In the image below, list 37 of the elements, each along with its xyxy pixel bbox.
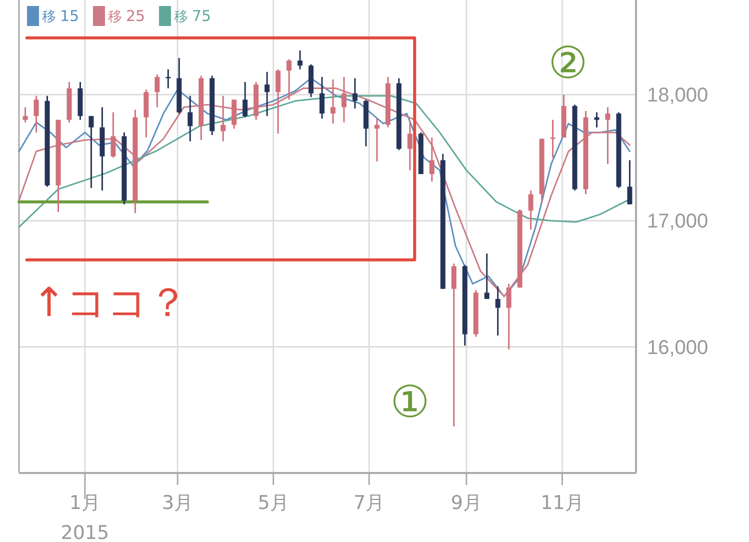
candlestick: [188, 95, 193, 142]
candlestick: [627, 159, 632, 206]
candlestick: [352, 77, 358, 110]
x-tick-label: 5月: [258, 492, 289, 514]
candlestick: [594, 112, 600, 128]
candlestick: [407, 120, 412, 172]
annotation: ①: [390, 377, 430, 428]
candlestick: [242, 81, 248, 118]
x-tick-label: 9月: [450, 492, 482, 514]
candlestick: [495, 286, 500, 336]
candlestick: [451, 262, 456, 428]
candlestick: [22, 106, 28, 124]
candlestick: [605, 106, 610, 165]
candlestick: [110, 112, 116, 158]
candlestick: [374, 118, 380, 162]
candlestick: [264, 71, 270, 117]
candlestick: [320, 76, 325, 120]
candlestick: [429, 136, 434, 182]
y-tick-label: 18,000: [647, 84, 708, 107]
candlestick: [220, 95, 226, 142]
y-tick-label: 16,000: [647, 336, 708, 359]
candlestick: [484, 252, 490, 300]
legend-label: 移 25: [108, 7, 146, 25]
x-tick-label: 11月: [540, 492, 584, 514]
candlestick: [298, 50, 303, 70]
x-tick-label: 3月: [162, 492, 194, 514]
legend-label: 移 15: [42, 7, 80, 25]
y-tick-label: 17,000: [647, 210, 708, 233]
candlestick: [88, 115, 94, 189]
candlestick: [528, 190, 534, 230]
x-tick-label: 1月 2015: [60, 492, 110, 542]
annotation: ↑ココ？: [32, 280, 188, 326]
legend-label: 移 75: [174, 7, 212, 25]
candlestick: [154, 74, 160, 108]
x-tick-label: 7月: [354, 492, 385, 514]
candlestick: [34, 95, 39, 134]
annotation: ②: [548, 38, 588, 90]
